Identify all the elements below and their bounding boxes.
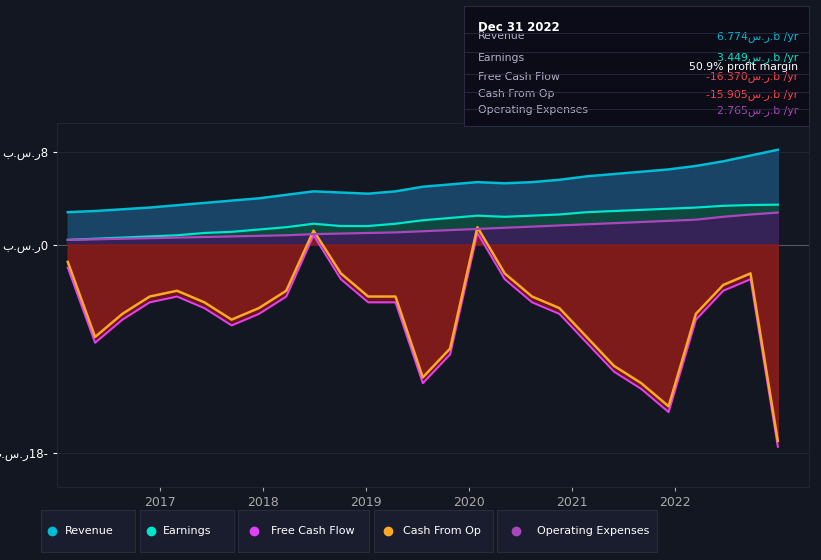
Text: 3.449س.ر.b /yr: 3.449س.ر.b /yr bbox=[717, 53, 798, 63]
Text: Free Cash Flow: Free Cash Flow bbox=[271, 526, 355, 535]
Text: -16.370س.ر.b /yr: -16.370س.ر.b /yr bbox=[706, 71, 798, 82]
Text: Earnings: Earnings bbox=[478, 53, 525, 63]
Text: 50.9% profit margin: 50.9% profit margin bbox=[690, 62, 798, 72]
Text: 6.774س.ر.b /yr: 6.774س.ر.b /yr bbox=[717, 31, 798, 42]
Text: Operating Expenses: Operating Expenses bbox=[478, 105, 588, 115]
Text: Earnings: Earnings bbox=[163, 526, 212, 535]
Text: Revenue: Revenue bbox=[478, 31, 525, 41]
Text: Cash From Op: Cash From Op bbox=[478, 89, 554, 99]
Text: Dec 31 2022: Dec 31 2022 bbox=[478, 21, 559, 34]
Text: 2.765س.ر.b /yr: 2.765س.ر.b /yr bbox=[717, 105, 798, 116]
Text: Operating Expenses: Operating Expenses bbox=[537, 526, 649, 535]
Text: Revenue: Revenue bbox=[65, 526, 113, 535]
Text: Free Cash Flow: Free Cash Flow bbox=[478, 72, 560, 82]
Text: Cash From Op: Cash From Op bbox=[403, 526, 481, 535]
Text: -15.905س.ر.b /yr: -15.905س.ر.b /yr bbox=[706, 88, 798, 100]
